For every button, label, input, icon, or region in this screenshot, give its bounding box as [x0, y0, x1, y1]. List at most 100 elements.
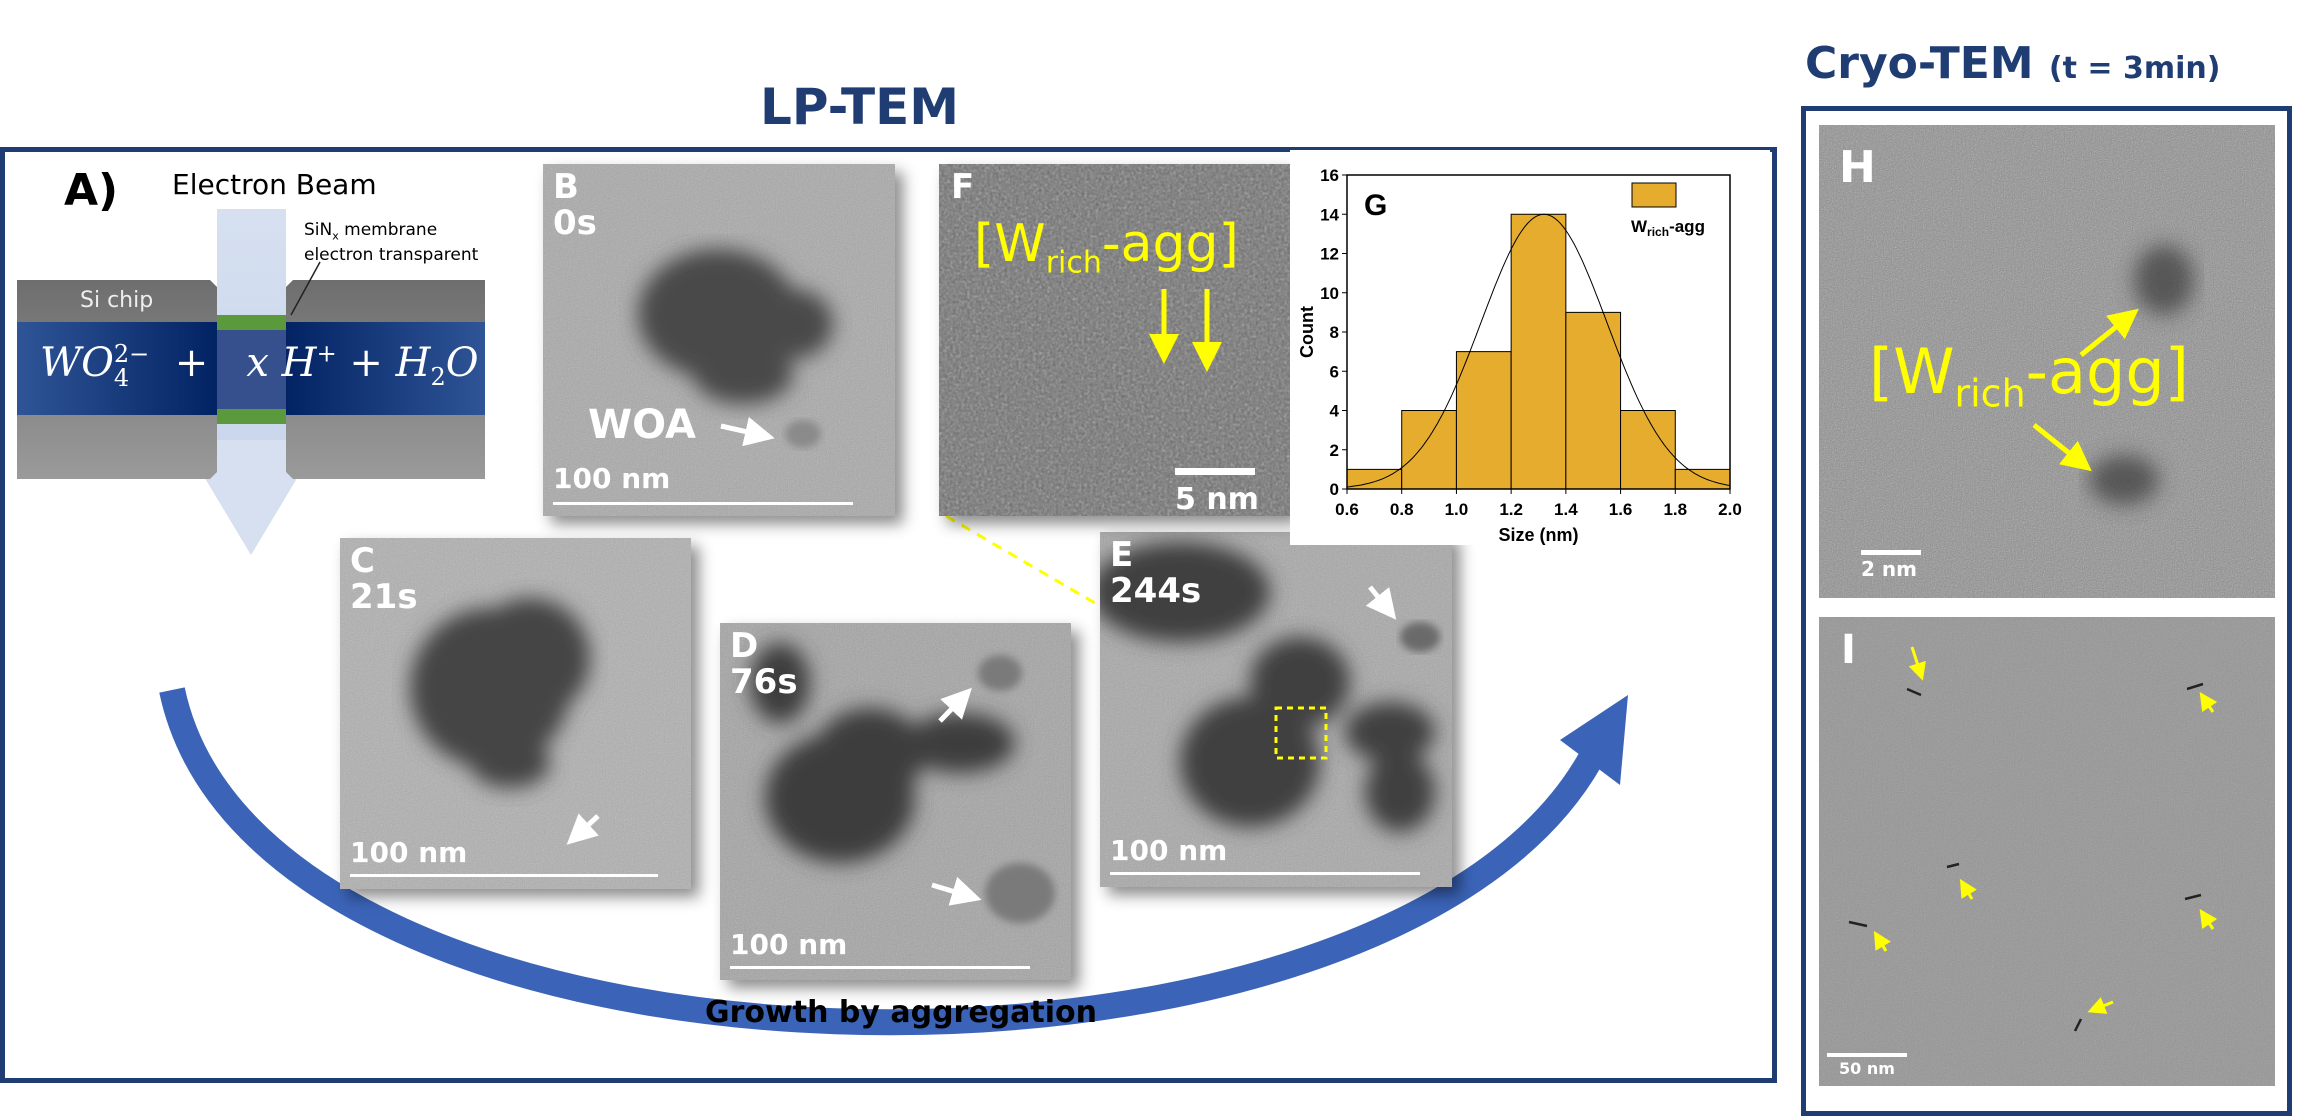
cryo-time: (t = 3min)	[2048, 51, 2221, 86]
tem-image-e: E 244s 100 nm	[1100, 532, 1452, 887]
panel-g-label: G	[1364, 189, 1387, 222]
tem-image-c: C 21s 100 nm	[340, 538, 691, 889]
panel-f-ann-sub: rich	[1045, 245, 1102, 281]
x-tick-label: 2.0	[1718, 500, 1742, 519]
panel-h-ann-close: -agg]	[2025, 335, 2189, 408]
growth-arrow-shaft	[159, 687, 1602, 1036]
y-tick-label: 14	[1320, 205, 1339, 224]
tem-image-b: B 0s WOA 100 nm	[543, 164, 895, 516]
panel-h-scale-label: 2 nm	[1861, 557, 1917, 581]
panel-d-label: D	[730, 626, 759, 666]
lp-tem-title: LP-TEM	[760, 78, 960, 136]
x-axis-label: Size (nm)	[1498, 525, 1578, 545]
membrane-pointer-arrow	[290, 261, 321, 316]
cryo-image-h: H [Wrich-agg] 2 nm	[1819, 125, 2275, 598]
panel-b-time: 0s	[553, 202, 597, 243]
panel-f-label: F	[951, 167, 975, 207]
panel-h-ann-sub: rich	[1954, 371, 2026, 416]
histogram-bar	[1674, 468, 1731, 490]
membrane-label: SiNx membrane electron transparent	[304, 218, 478, 268]
eq-xh: x H	[246, 340, 317, 386]
lp-cell-schematic	[17, 209, 485, 555]
x-tick-label: 1.2	[1499, 500, 1523, 519]
panel-d-scale-bar	[730, 966, 1030, 969]
panel-e-scale-bar	[1110, 872, 1420, 875]
panel-b-scale-bar	[553, 502, 853, 505]
legend-swatch	[1631, 182, 1677, 208]
growth-arrow-head	[1560, 695, 1628, 785]
y-tick-label: 4	[1330, 402, 1340, 421]
y-tick-label: 2	[1330, 441, 1339, 460]
panel-f-scale-label: 5 nm	[1175, 482, 1259, 516]
eq-plus-h: + H	[349, 340, 431, 386]
zoom-region-box	[1274, 706, 1328, 760]
panel-i-label: I	[1841, 627, 1856, 673]
membrane-label-rest: membrane	[338, 220, 438, 240]
panel-e-scale-label: 100 nm	[1110, 834, 1228, 867]
sinx-membrane-bottom	[217, 409, 286, 424]
panel-h-scale-bar	[1861, 550, 1921, 555]
panel-c-time: 21s	[350, 576, 418, 617]
panel-a-label: A)	[64, 165, 119, 216]
reaction-equation: WO2− 4 + x H+ + H2O	[40, 340, 479, 390]
tem-image-f: F [Wrich-agg] 5 nm	[939, 164, 1291, 516]
y-tick-label: 10	[1320, 284, 1339, 303]
panel-c-scale-label: 100 nm	[350, 836, 468, 869]
histogram-bar	[1401, 410, 1457, 490]
y-tick-label: 8	[1330, 323, 1339, 342]
eq-h2-sub: 2	[430, 363, 446, 391]
x-tick-label: 1.6	[1609, 500, 1633, 519]
eq-wo-sub: 4	[113, 364, 130, 392]
panel-h-ann-open: [W	[1869, 335, 1955, 408]
panel-h-annotation: [Wrich-agg]	[1869, 335, 2189, 412]
x-tick-label: 1.0	[1445, 500, 1469, 519]
legend-label: Wrich-agg	[1631, 217, 1705, 239]
eq-o: O	[445, 340, 479, 386]
panel-f-annotation: [Wrich-agg]	[974, 214, 1239, 278]
membrane-label-sub: x	[332, 229, 339, 243]
histogram-bar	[1620, 410, 1676, 490]
x-tick-label: 0.8	[1390, 500, 1414, 519]
panel-b-scale-label: 100 nm	[553, 462, 671, 495]
panel-e-label: E	[1110, 535, 1134, 575]
panel-d-time: 76s	[730, 661, 798, 702]
histogram-bar	[1510, 213, 1567, 490]
x-tick-label: 1.8	[1663, 500, 1687, 519]
membrane-label-main: SiN	[304, 220, 333, 240]
woa-label: WOA	[588, 402, 697, 448]
panel-i-scale-label: 50 nm	[1839, 1059, 1895, 1078]
panel-e-time: 244s	[1110, 570, 1202, 611]
beam-through-liquid	[217, 322, 286, 415]
y-tick-label: 0	[1330, 480, 1339, 499]
gaussian-fit-curve	[1346, 213, 1731, 488]
y-tick-label: 16	[1320, 166, 1339, 185]
eq-h-charge: +	[316, 339, 337, 368]
panel-c-label: C	[350, 541, 375, 581]
histogram-bar	[1565, 311, 1622, 490]
sinx-membrane-top	[217, 315, 286, 330]
eq-wo-charge: 2−	[113, 340, 150, 368]
si-chip-label: Si chip	[80, 288, 154, 313]
y-tick-label: 12	[1320, 245, 1339, 264]
eq-wo: WO	[40, 340, 114, 386]
cryo-tem-title: Cryo-TEM (t = 3min)	[1805, 38, 2220, 89]
x-tick-label: 1.4	[1554, 500, 1578, 519]
panel-f-ann-close: -agg]	[1101, 214, 1239, 274]
cryo-image-i: I 50 nm	[1819, 617, 2275, 1086]
size-histogram: 0.6 0.8 1.0 1.2 1.4 1.6 1.8 2.0 0 2 4 6 8 10 12 14 16 Siz…	[1290, 150, 1770, 545]
cryo-tem-label: Cryo-TEM	[1805, 38, 2034, 89]
tem-image-d: D 76s 100 nm	[720, 623, 1071, 980]
membrane-label-line2: electron transparent	[304, 245, 479, 265]
y-axis-label: Count	[1297, 306, 1317, 358]
panel-c-scale-bar	[350, 874, 658, 877]
panel-b-label: B	[553, 167, 579, 207]
panel-i-scale-bar	[1827, 1053, 1907, 1057]
electron-beam-label: Electron Beam	[172, 168, 377, 201]
growth-label: Growth by aggregation	[705, 995, 1098, 1030]
panel-f-scale-bar	[1175, 468, 1255, 475]
x-tick-label: 0.6	[1335, 500, 1359, 519]
eq-plus: +	[174, 340, 209, 386]
panel-d-scale-label: 100 nm	[730, 928, 848, 961]
panel-f-ann-open: [W	[974, 214, 1046, 274]
panel-h-label: H	[1839, 142, 1876, 193]
